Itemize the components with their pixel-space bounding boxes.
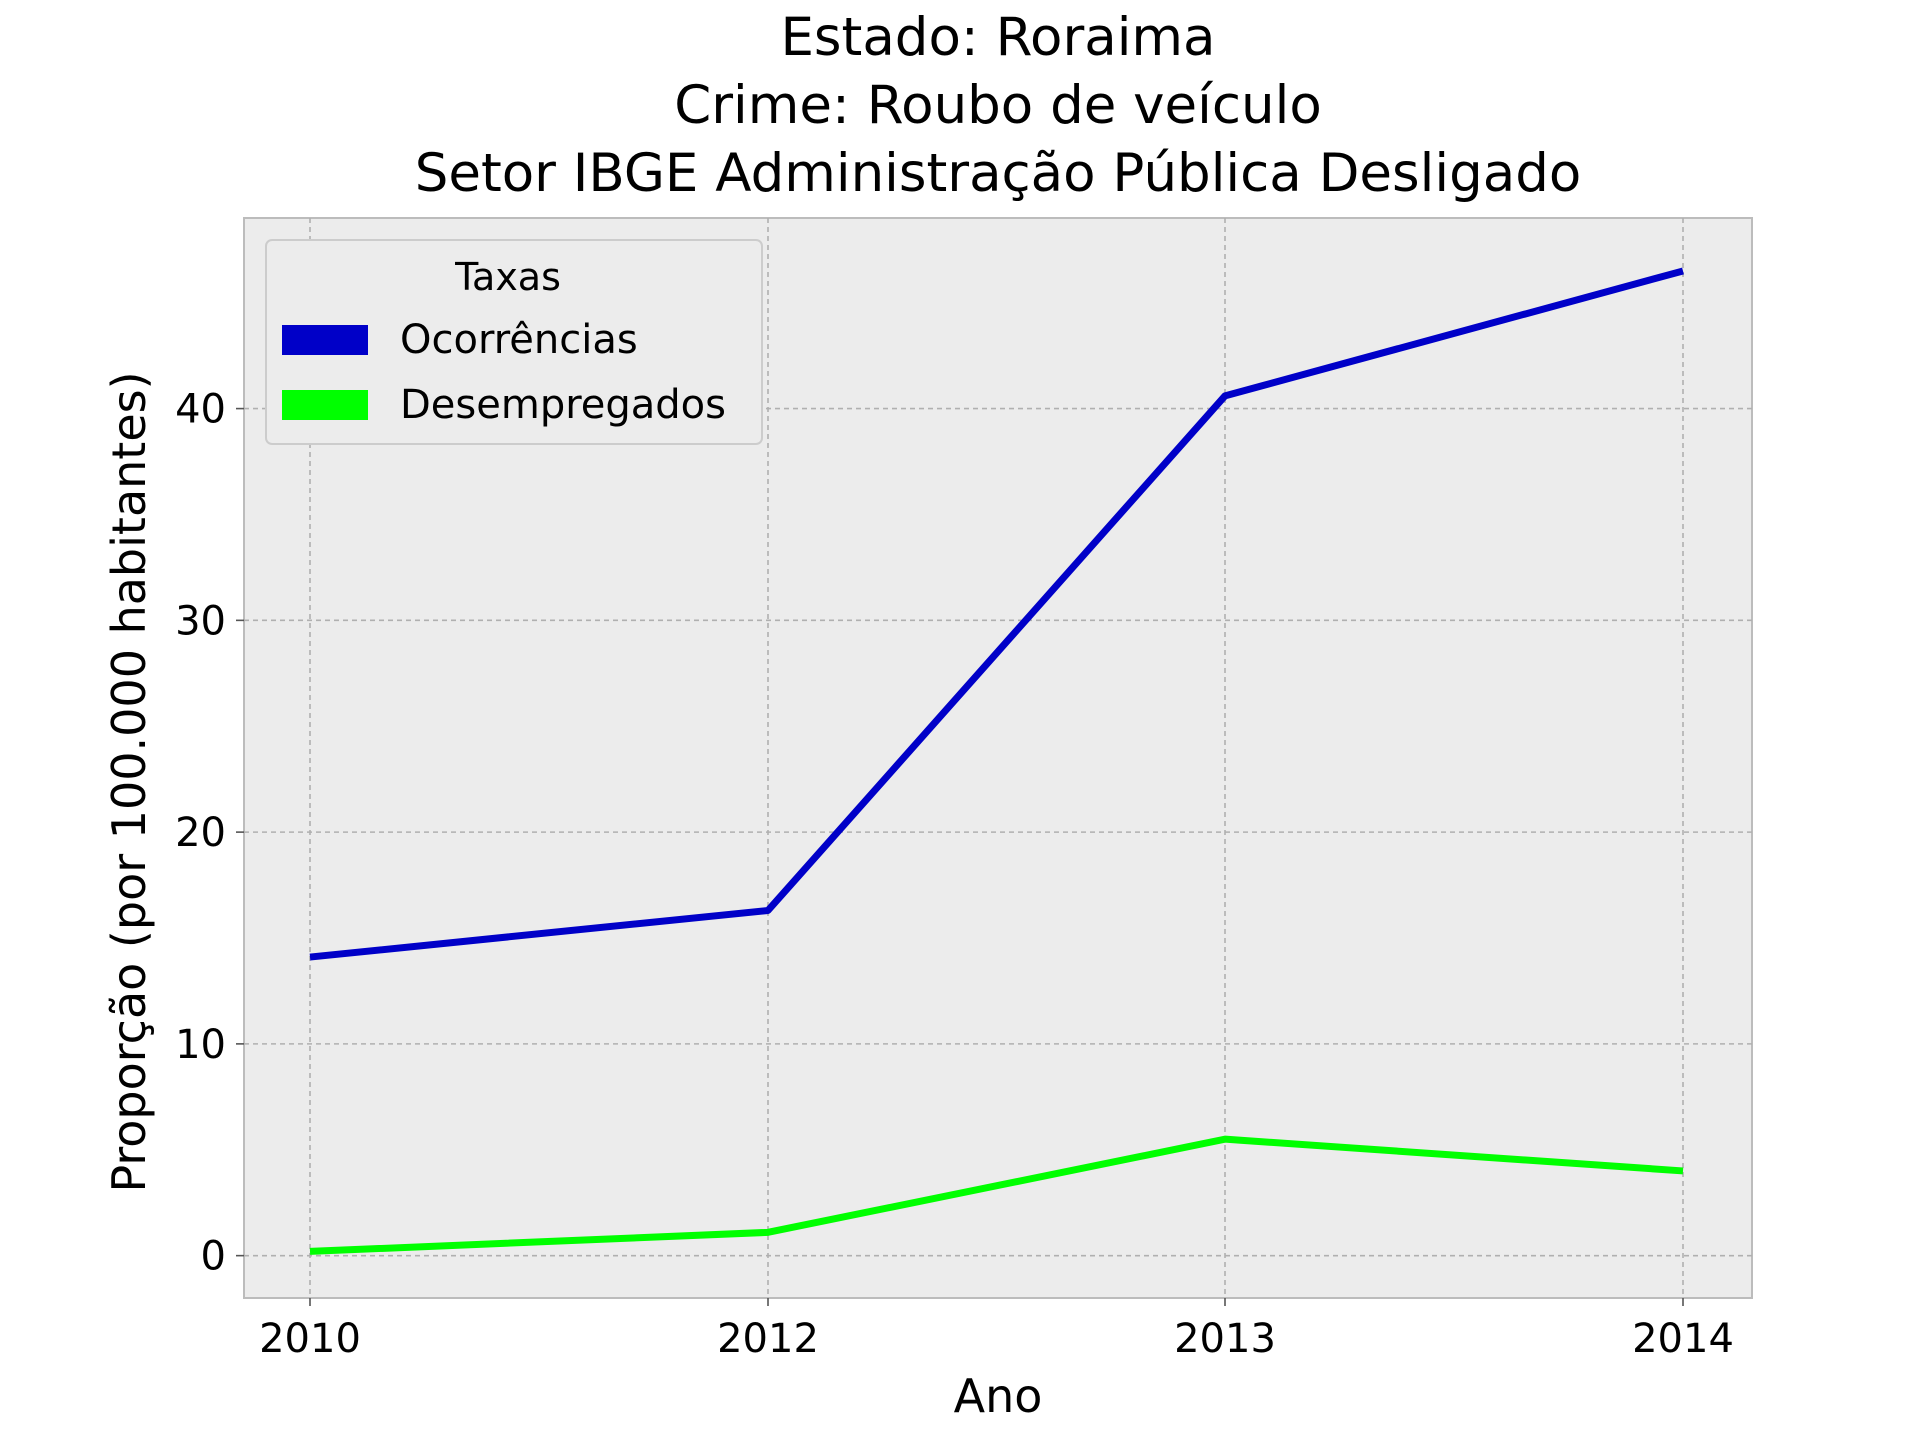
legend-swatch-desempregados	[282, 390, 368, 420]
chart-title-line-1: Estado: Roraima	[780, 7, 1215, 68]
y-tick-label-10: 10	[175, 1022, 226, 1068]
legend-box	[265, 239, 763, 445]
x-tick-label-2014: 2014	[1632, 1316, 1734, 1362]
chart-title-line-2: Crime: Roubo de veículo	[674, 75, 1322, 136]
y-tick-label-20: 20	[175, 810, 226, 856]
series-lines	[309, 267, 1684, 1255]
series-line-0	[309, 267, 1684, 961]
legend-label-desempregados: Desempregados	[400, 382, 726, 428]
x-tick-label-2013: 2013	[1174, 1316, 1276, 1362]
y-axis-label: Proporção (por 100.000 habitantes)	[102, 371, 156, 1192]
x-tick-label-2012: 2012	[717, 1316, 819, 1362]
legend-swatch-ocorrencias	[282, 325, 368, 355]
y-tick-label-40: 40	[175, 387, 226, 433]
legend-title: Taxas	[454, 255, 561, 299]
legend-label-ocorrencias: Ocorrências	[400, 317, 638, 363]
series-line-1	[309, 1135, 1684, 1255]
y-axis-ticks: 0 10 20 30 40	[175, 387, 244, 1280]
x-axis-label: Ano	[954, 1369, 1043, 1423]
x-axis-ticks: 2010 2012 2013 2014	[259, 1298, 1734, 1362]
y-tick-label-0: 0	[201, 1234, 226, 1280]
x-tick-label-2010: 2010	[259, 1316, 361, 1362]
chart-title-line-3: Setor IBGE Administração Pública Desliga…	[415, 143, 1582, 204]
legend: Taxas Ocorrências Desempregados	[265, 239, 763, 445]
y-tick-label-30: 30	[175, 598, 226, 644]
